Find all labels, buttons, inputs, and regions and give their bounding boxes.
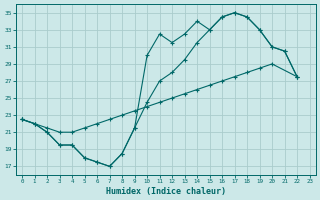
X-axis label: Humidex (Indice chaleur): Humidex (Indice chaleur) <box>106 187 226 196</box>
